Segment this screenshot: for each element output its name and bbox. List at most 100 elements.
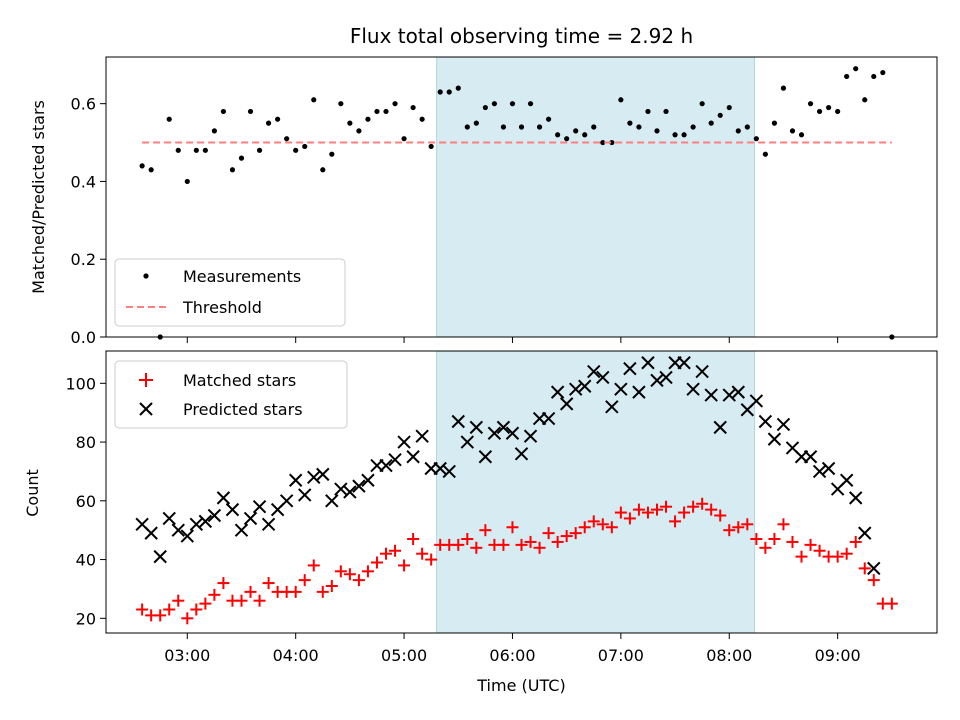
matched-stars-marker: [524, 535, 537, 548]
measurement-point: [166, 116, 172, 122]
predicted-stars-marker: [334, 482, 348, 496]
measurement-point: [744, 124, 750, 130]
measurement-point: [789, 128, 796, 134]
legend-threshold-label: Threshold: [182, 298, 262, 317]
measurement-point: [265, 120, 272, 126]
measurement-point: [618, 97, 624, 103]
predicted-stars-marker: [361, 473, 375, 487]
x-tick-label: 03:00: [164, 646, 210, 665]
matched-stars-marker: [858, 562, 871, 575]
measurement-point: [356, 128, 362, 134]
predicted-stars-marker: [153, 549, 167, 564]
legend-matched-label: Matched stars: [183, 371, 296, 390]
measurement-point: [735, 128, 741, 134]
measurement-point: [573, 128, 579, 134]
matched-stars-marker: [172, 594, 185, 607]
predicted-stars-marker: [406, 450, 420, 464]
predicted-stars-marker: [578, 379, 592, 393]
y-tick-label: 0.0: [71, 328, 96, 347]
matched-stars-marker: [425, 553, 438, 566]
x-tick-label: 04:00: [273, 646, 319, 665]
measurement-point: [527, 101, 534, 107]
measurement-point: [482, 104, 488, 111]
measurement-point: [229, 167, 236, 173]
bottom-panel: 20 40 60 80 100 03:00 04:00 05:00 06:00 07:00 08:…: [23, 350, 938, 695]
legend-measurements-marker: [143, 273, 149, 279]
measurement-point: [564, 136, 570, 142]
measurement-point: [275, 116, 281, 122]
measurement-point: [509, 101, 516, 107]
measurement-point: [672, 132, 678, 138]
matched-stars-marker: [632, 503, 645, 516]
matched-stars-marker: [497, 538, 510, 551]
x-tick-label: 05:00: [381, 646, 427, 665]
bottom-panel-y-axis-label: Count: [23, 469, 42, 517]
predicted-stars-marker: [207, 508, 222, 523]
predicted-stars-marker: [867, 561, 881, 576]
predicted-stars-marker: [605, 400, 619, 414]
matched-stars-marker: [163, 603, 176, 616]
measurement-point: [500, 124, 507, 130]
predicted-stars-marker: [596, 370, 610, 385]
measurement-point: [410, 104, 416, 111]
y-tick-label: 0.4: [71, 172, 96, 191]
predicted-stars-marker: [677, 356, 691, 370]
matched-stars-marker: [542, 527, 555, 540]
predicted-stars-marker: [559, 397, 574, 411]
matched-stars-marker: [623, 512, 636, 525]
matched-stars-marker: [777, 518, 790, 531]
matched-stars-marker: [154, 609, 167, 622]
matched-stars-marker: [361, 565, 374, 578]
matched-stars-marker: [380, 547, 393, 560]
measurement-point: [862, 97, 868, 103]
legend-predicted-marker: [139, 402, 153, 416]
measurement-point: [473, 120, 479, 126]
matched-stars-marker: [741, 518, 754, 531]
predicted-stars-marker: [307, 470, 321, 485]
matched-stars-marker: [578, 521, 591, 534]
measurement-point: [383, 108, 389, 115]
predicted-stars-marker: [216, 491, 231, 505]
measurement-point: [518, 124, 525, 130]
top-legend-box: [114, 258, 346, 327]
measurement-point: [392, 101, 398, 107]
matched-stars-marker: [316, 585, 329, 598]
measurement-point: [419, 116, 425, 122]
matched-stars-marker: [705, 503, 718, 516]
measurement-point: [690, 124, 696, 130]
measurement-point: [555, 132, 561, 138]
matched-stars-marker: [389, 544, 402, 557]
predicted-stars-marker: [722, 388, 736, 402]
measurement-point: [374, 108, 380, 115]
predicted-stars-marker: [505, 426, 520, 440]
matched-stars-marker: [199, 597, 212, 610]
matched-stars-marker: [750, 533, 763, 545]
measurement-point: [211, 128, 217, 134]
measurement-point: [184, 178, 190, 185]
matched-stars-marker: [515, 538, 528, 551]
measurement-point: [807, 101, 814, 107]
matched-stars-marker: [795, 550, 808, 563]
predicted-stars-marker: [343, 485, 357, 499]
top-panel-x-ticks: [186, 337, 839, 343]
x-axis-label: Time (UTC): [476, 676, 565, 695]
matched-stars-marker: [641, 506, 654, 519]
predicted-stars-marker: [189, 517, 204, 532]
matched-stars-marker: [298, 574, 311, 587]
predicted-stars-marker: [298, 488, 312, 502]
matched-stars-marker: [352, 574, 365, 587]
top-panel-highlight-span: [436, 56, 756, 338]
bottom-panel-series: [135, 356, 898, 625]
measurement-point: [202, 147, 208, 153]
matched-stars-marker: [343, 568, 356, 581]
measurement-point: [582, 132, 588, 138]
predicted-stars-marker: [758, 414, 773, 429]
measurement-point: [771, 120, 778, 126]
predicted-stars-marker: [659, 370, 673, 385]
measurement-point: [347, 120, 353, 126]
matched-stars-marker: [370, 556, 383, 569]
legend-measurements-label: Measurements: [183, 267, 301, 286]
top-panel-series: [139, 66, 895, 340]
matched-stars-marker: [669, 515, 682, 528]
bottom-legend-box: [114, 360, 348, 429]
